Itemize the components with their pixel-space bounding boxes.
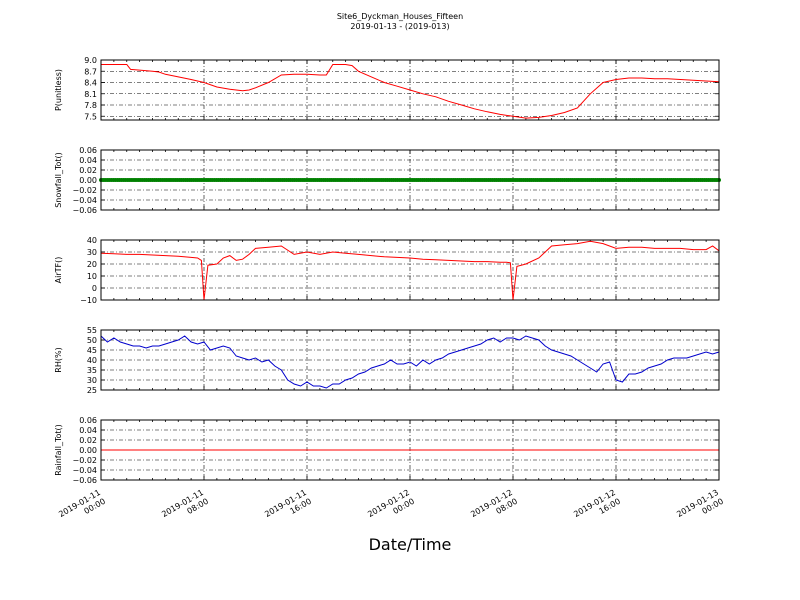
panel-0-ylabel: P(unitless) bbox=[54, 69, 63, 111]
panel-1-ytick-label-4: 0.02 bbox=[79, 166, 97, 175]
panel-2-ytick-label-3: 20 bbox=[87, 260, 97, 269]
panel-3-series-line bbox=[100, 335, 720, 389]
panel-0-series-line bbox=[101, 64, 720, 119]
x-tick-label-6: 2019-01-1300:00 bbox=[675, 488, 725, 528]
panel-1-ytick-label-5: 0.04 bbox=[79, 156, 97, 165]
panel-3-ytick-label-3: 40 bbox=[87, 356, 97, 365]
panel-3-ytick-label-2: 35 bbox=[87, 366, 97, 375]
x-tick-label-1: 2019-01-1108:00 bbox=[160, 488, 210, 528]
chart-title: Site6_Dyckman_Houses_Fifteen bbox=[337, 12, 463, 21]
panel-3-ytick-label-4: 45 bbox=[87, 346, 97, 355]
panel-2-ytick-label-4: 30 bbox=[87, 248, 97, 257]
panel-4-ytick-label-6: 0.06 bbox=[79, 416, 97, 425]
panel-1-ytick-label-2: −0.02 bbox=[72, 186, 97, 195]
panel-2-ytick-label-1: 0 bbox=[92, 284, 97, 293]
panel-2-series-line bbox=[100, 240, 720, 301]
panel-1-ytick-label-1: −0.04 bbox=[72, 196, 97, 205]
panel-4-ytick-label-3: 0.00 bbox=[79, 446, 97, 455]
panel-3-ytick-label-0: 25 bbox=[87, 386, 97, 395]
x-tick-label-2: 2019-01-1116:00 bbox=[263, 488, 313, 528]
x-tick-label-0: 2019-01-1100:00 bbox=[57, 488, 107, 528]
panel-0-ytick-label-4: 8.7 bbox=[84, 67, 97, 76]
panel-4-ytick-label-4: 0.02 bbox=[79, 436, 97, 445]
panel-4-frame bbox=[100, 419, 720, 481]
panel-0-ytick-label-0: 7.5 bbox=[84, 112, 97, 121]
panel-1-ytick-label-6: 0.06 bbox=[79, 146, 97, 155]
x-tick-label-5: 2019-01-1216:00 bbox=[572, 488, 622, 528]
panel-2-frame bbox=[100, 239, 720, 301]
panel-2-ytick-label-5: 40 bbox=[87, 236, 97, 245]
panel-0-ytick-label-3: 8.4 bbox=[84, 79, 97, 88]
panel-4-ytick-label-0: −0.06 bbox=[72, 476, 97, 485]
panel-0-ytick-label-5: 9.0 bbox=[84, 56, 97, 65]
panel-4-ytick-label-2: −0.02 bbox=[72, 456, 97, 465]
panels-group: 7.57.88.18.48.79.0P(unitless)−0.06−0.04−… bbox=[54, 56, 725, 528]
panel-4-ylabel: Rainfall_Tot() bbox=[54, 424, 63, 476]
panel-0-ytick-label-2: 8.1 bbox=[84, 90, 97, 99]
panel-4-ytick-label-1: −0.04 bbox=[72, 466, 97, 475]
panel-3-ylabel: RH(%) bbox=[54, 347, 63, 372]
x-axis-label: Date/Time bbox=[369, 535, 452, 554]
panel-0-ytick-label-1: 7.8 bbox=[84, 101, 97, 110]
panel-3-ytick-label-1: 30 bbox=[87, 376, 97, 385]
panel-1-frame bbox=[100, 149, 720, 211]
panel-2-ylabel: AirTF() bbox=[54, 257, 63, 284]
panel-4-ytick-label-5: 0.04 bbox=[79, 426, 97, 435]
chart-subtitle: 2019-01-13 - (2019-013) bbox=[350, 22, 449, 31]
x-tick-label-3: 2019-01-1200:00 bbox=[366, 488, 416, 528]
panel-3-ytick-label-5: 50 bbox=[87, 336, 97, 345]
panel-2-ytick-label-2: 10 bbox=[87, 272, 97, 281]
panel-3-ytick-label-6: 55 bbox=[87, 326, 97, 335]
panel-1-ylabel: Snowfall_Tot() bbox=[54, 152, 63, 208]
x-tick-label-4: 2019-01-1208:00 bbox=[469, 488, 519, 528]
panel-1-ytick-label-3: 0.00 bbox=[79, 176, 97, 185]
panel-0-frame bbox=[100, 59, 720, 121]
panel-2-ytick-label-0: −10 bbox=[80, 296, 97, 305]
panel-1-ytick-label-0: −0.06 bbox=[72, 206, 97, 215]
panel-3-frame bbox=[100, 329, 720, 391]
